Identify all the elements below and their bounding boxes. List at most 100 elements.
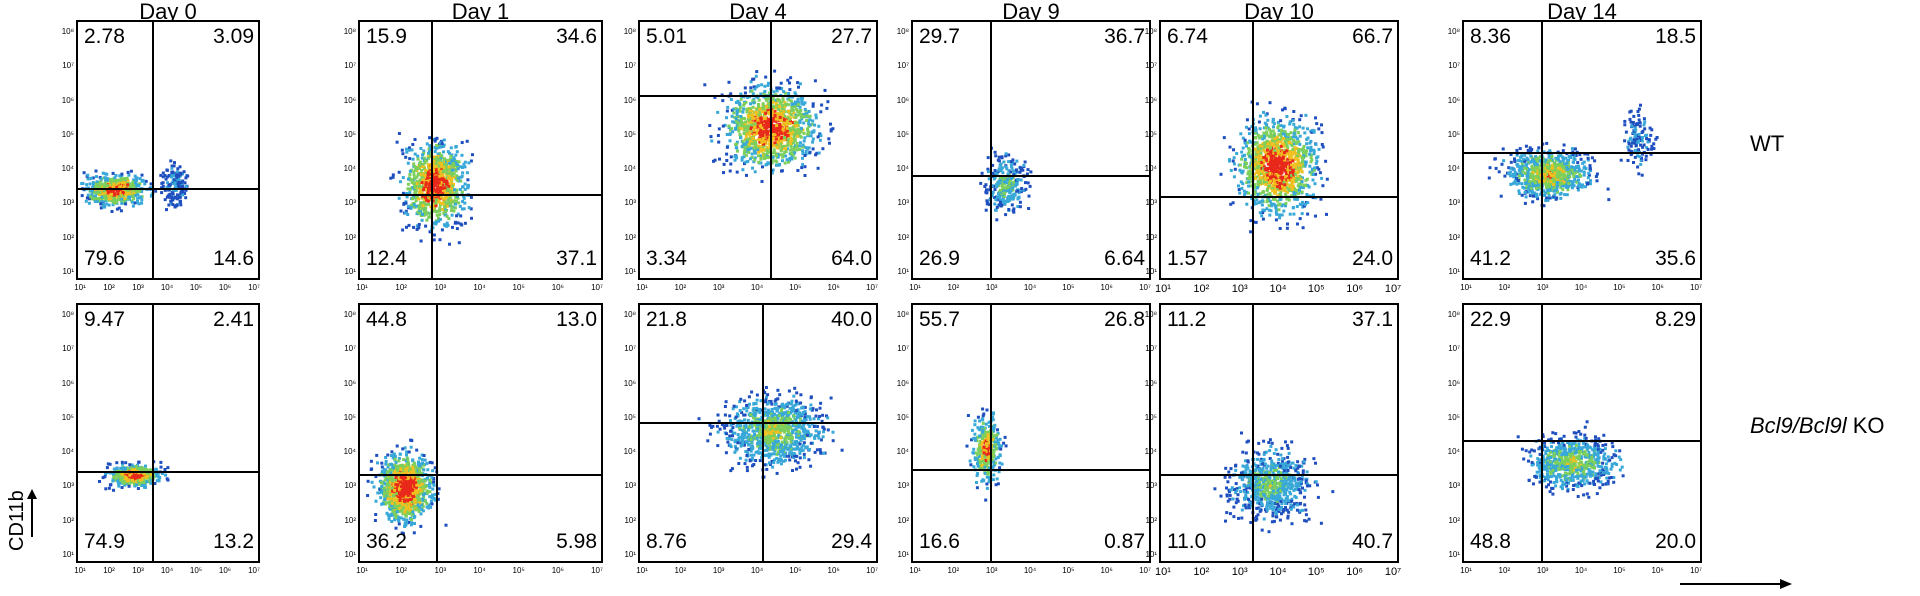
cell-dot — [173, 164, 176, 167]
cell-dot — [1016, 205, 1019, 208]
cell-dot — [1254, 148, 1257, 151]
cell-dot — [419, 178, 422, 181]
cell-dot — [1593, 159, 1596, 162]
cell-dot — [457, 201, 460, 204]
cell-dot — [984, 183, 987, 186]
cell-dot — [775, 160, 778, 163]
cell-dot — [734, 128, 737, 131]
cell-dot — [752, 106, 755, 109]
cell-dot — [1294, 146, 1297, 149]
cell-dot — [1567, 185, 1570, 188]
row-label-plain: WT — [1750, 131, 1784, 156]
cell-dot — [1242, 170, 1245, 173]
cell-dot — [741, 159, 744, 162]
cell-dot — [1643, 123, 1646, 126]
cell-dot — [1529, 190, 1532, 193]
cell-dot — [445, 201, 448, 204]
cell-dot — [1266, 155, 1269, 158]
cell-dot — [1285, 149, 1288, 152]
cell-dot — [797, 98, 800, 101]
cell-dot — [435, 147, 438, 150]
cell-dot — [1561, 188, 1564, 191]
cell-dot — [1529, 146, 1532, 149]
cell-dot — [1259, 115, 1262, 118]
cell-dot — [1549, 180, 1552, 183]
cell-dot — [1289, 157, 1292, 160]
cell-dot — [453, 199, 456, 202]
cell-dot — [751, 153, 754, 156]
cell-dot — [408, 157, 411, 160]
cell-dot — [406, 187, 409, 190]
cell-dot — [440, 154, 443, 157]
cell-dot — [799, 113, 802, 116]
cell-dot — [1005, 152, 1008, 155]
cell-dot — [748, 137, 751, 140]
cell-dot — [1296, 205, 1299, 208]
cell-dot — [1245, 145, 1248, 148]
cell-dot — [996, 206, 999, 209]
y-tick-label: 10³ — [1139, 199, 1157, 207]
cell-dot — [1516, 163, 1519, 166]
cell-dot — [1266, 149, 1269, 152]
cell-dot — [819, 134, 822, 137]
cell-dot — [1531, 200, 1534, 203]
cell-dot — [1495, 167, 1498, 170]
cell-dot — [143, 182, 146, 185]
cell-dot — [434, 150, 437, 153]
cell-dot — [728, 81, 731, 84]
cell-dot — [1244, 139, 1247, 142]
cell-dot — [775, 138, 778, 141]
x-tick-label: 10⁵ — [509, 284, 529, 292]
cell-dot — [741, 121, 744, 124]
cell-dot — [786, 120, 789, 123]
cell-dot — [994, 169, 997, 172]
cell-dot — [1524, 202, 1527, 205]
cell-dot — [1551, 155, 1554, 158]
cell-dot — [1544, 191, 1547, 194]
cell-dot — [1270, 166, 1273, 169]
cell-dot — [462, 163, 465, 166]
cell-dot — [1263, 172, 1266, 175]
cell-dot — [1587, 172, 1590, 175]
cell-dot — [441, 142, 444, 145]
cell-dot — [426, 142, 429, 145]
cell-dot — [449, 182, 452, 185]
cell-dot — [1229, 203, 1232, 206]
cell-dot — [797, 110, 800, 113]
cell-dot — [757, 122, 760, 125]
cell-dot — [405, 148, 408, 151]
cell-dot — [828, 142, 831, 145]
cell-dot — [1320, 123, 1323, 126]
cell-dot — [765, 126, 768, 129]
cell-dot — [809, 115, 812, 118]
cell-dot — [107, 195, 110, 198]
cell-dot — [181, 180, 184, 183]
cell-dot — [1278, 216, 1281, 219]
cell-dot — [1295, 177, 1298, 180]
cell-dot — [1536, 163, 1539, 166]
cell-dot — [1537, 157, 1540, 160]
cell-dot — [790, 139, 793, 142]
cell-dot — [1639, 144, 1642, 147]
y-tick-label: 10⁶ — [618, 97, 636, 105]
cell-dot — [1580, 158, 1583, 161]
cell-dot — [1568, 172, 1571, 175]
y-tick-label: 10⁵ — [338, 131, 356, 139]
cell-dot — [420, 240, 423, 243]
quadrant-percent-ur: 27.7 — [831, 26, 872, 48]
cell-dot — [1260, 135, 1263, 138]
cell-dot — [1584, 185, 1587, 188]
cell-dot — [1302, 127, 1305, 130]
cell-dot — [1554, 169, 1557, 172]
cell-dot — [417, 158, 420, 161]
cell-dot — [1644, 158, 1647, 161]
cell-dot — [448, 162, 451, 165]
cell-dot — [732, 111, 735, 114]
cell-dot — [718, 127, 721, 130]
cell-dot — [754, 170, 757, 173]
cell-dot — [804, 154, 807, 157]
cell-dot — [1520, 160, 1523, 163]
cell-dot — [1012, 198, 1015, 201]
cell-dot — [178, 182, 181, 185]
cell-dot — [451, 226, 454, 229]
